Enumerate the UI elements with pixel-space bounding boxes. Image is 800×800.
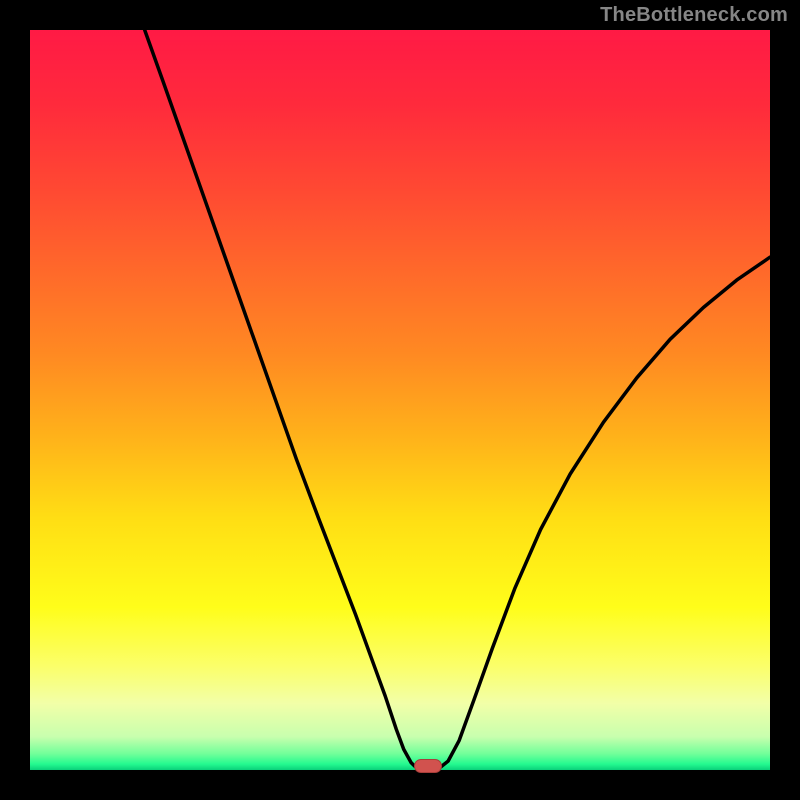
bottleneck-curve-path — [145, 30, 770, 768]
bottleneck-curve — [30, 30, 770, 770]
minimum-marker — [414, 759, 442, 773]
watermark-text: TheBottleneck.com — [600, 4, 788, 27]
plot-area — [30, 30, 770, 770]
chart-frame: TheBottleneck.com — [0, 0, 800, 800]
